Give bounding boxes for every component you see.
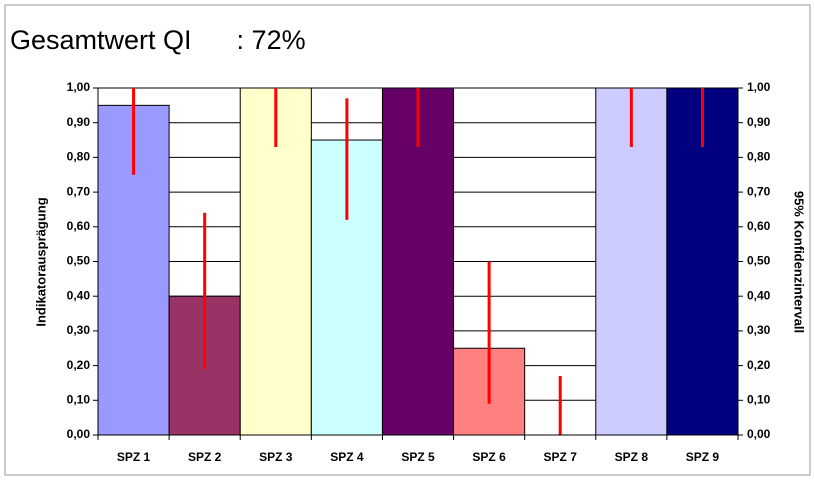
y2-tick-label: 0,40 (747, 288, 771, 302)
y2-tick-label: 0,50 (747, 254, 771, 268)
y2-tick-label: 0,30 (747, 323, 771, 337)
x-tick-label: SPZ 4 (330, 450, 364, 464)
y-tick-label: 0,10 (67, 392, 91, 406)
y-tick-label: 0,00 (67, 427, 91, 441)
y2-tick-label: 0,90 (747, 115, 771, 129)
y-tick-label: 0,40 (67, 288, 91, 302)
y-tick-label: 0,80 (67, 150, 91, 164)
x-tick-label: SPZ 6 (472, 450, 506, 464)
y2-tick-label: 0,20 (747, 358, 771, 372)
x-tick-label: SPZ 7 (544, 450, 578, 464)
y2-tick-label: 0,60 (747, 219, 771, 233)
chart-frame (4, 4, 811, 476)
y-tick-label: 1,00 (67, 80, 91, 94)
y2-tick-label: 1,00 (747, 80, 771, 94)
y-tick-label: 0,20 (67, 358, 91, 372)
chart-title: Gesamtwert QI : 72% (10, 25, 306, 55)
y2-tick-label: 0,80 (747, 150, 771, 164)
y2-tick-label: 0,10 (747, 392, 771, 406)
y-axis-label: Indikatorausprägung (33, 197, 48, 326)
y2-tick-label: 0,00 (747, 427, 771, 441)
y-tick-label: 0,60 (67, 219, 91, 233)
x-tick-label: SPZ 9 (686, 450, 720, 464)
x-tick-label: SPZ 3 (259, 450, 293, 464)
x-tick-label: SPZ 1 (117, 450, 151, 464)
y-tick-label: 0,70 (67, 184, 91, 198)
x-tick-label: SPZ 5 (401, 450, 435, 464)
x-tick-label: SPZ 8 (615, 450, 649, 464)
x-tick-label: SPZ 2 (188, 450, 222, 464)
y-tick-label: 0,50 (67, 254, 91, 268)
y-tick-label: 0,30 (67, 323, 91, 337)
y2-tick-label: 0,70 (747, 184, 771, 198)
y2-axis-label: 95% Konfidenzintervall (792, 191, 807, 333)
y-tick-label: 0,90 (67, 115, 91, 129)
